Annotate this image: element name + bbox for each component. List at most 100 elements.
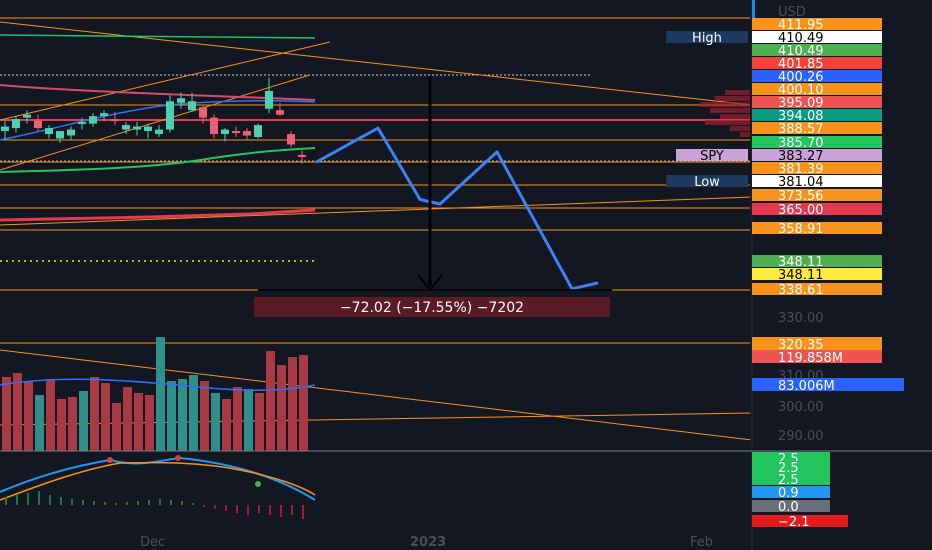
macd-histogram-bar — [159, 499, 161, 505]
time-label-2023: 2023 — [410, 535, 446, 550]
time-axis[interactable]: Dec 2023 Feb — [140, 535, 713, 550]
lower-tick-300: 300.00 — [778, 400, 824, 415]
volume-bar — [277, 365, 286, 451]
macd-histogram-bar — [258, 505, 260, 513]
indicator-label-text: 2.5 — [778, 473, 799, 488]
candle-body — [243, 131, 251, 136]
candle-body — [1, 126, 9, 132]
price-label-badge — [752, 136, 882, 148]
volume-label-text: 83.006M — [778, 379, 835, 394]
macd-histogram-bar — [236, 505, 238, 513]
candle-body — [276, 110, 284, 115]
time-label-dec: Dec — [140, 535, 165, 550]
candle-body — [56, 131, 64, 139]
price-label-badge — [752, 57, 882, 69]
macd-histogram-bar — [302, 505, 304, 519]
candle-body — [188, 101, 196, 111]
price-label-text: 395.09 — [778, 96, 824, 111]
volume-bar — [156, 337, 165, 451]
price-label-badge — [752, 255, 882, 267]
price-label-badge — [752, 268, 882, 280]
volume-bar — [57, 399, 66, 451]
volume-bar — [200, 381, 209, 451]
volume-profile-bar — [740, 132, 750, 137]
volume-bar — [266, 351, 275, 451]
price-label-text: 394.08 — [778, 109, 824, 124]
macd-histogram-bar — [71, 499, 73, 505]
price-tag-badge — [666, 31, 748, 43]
indicator-label-badge — [752, 515, 848, 527]
price-label-badge — [752, 122, 882, 134]
candle-body — [133, 126, 141, 130]
candle-body — [67, 129, 75, 136]
indicator-label-text: −2.1 — [778, 515, 810, 530]
price-label-badge — [752, 96, 882, 108]
volume-bar — [255, 393, 264, 451]
macd-histogram-bar — [60, 497, 62, 505]
price-label-text: 338.61 — [778, 283, 824, 298]
candle-body — [23, 114, 31, 118]
indicator-label-text: 2.5 — [778, 461, 799, 476]
macd-histogram-bar — [5, 497, 7, 505]
indicator-label-badge — [752, 461, 830, 473]
indicator-label-badge — [752, 473, 830, 485]
volume-bar — [2, 377, 11, 451]
volume-bar — [46, 379, 55, 451]
volume-bar — [178, 379, 187, 451]
candle-body — [45, 128, 53, 135]
price-label-text: 401.85 — [778, 57, 824, 72]
price-label-text: 365.00 — [778, 203, 824, 218]
macd-histogram-bar — [203, 505, 205, 507]
price-label-badge — [752, 83, 882, 95]
volume-bar — [222, 399, 231, 451]
macd-histogram-bar — [38, 491, 40, 505]
price-tag-text: SPY — [700, 149, 724, 164]
macd-histogram-bar — [192, 503, 194, 505]
candlestick-series — [1, 77, 306, 164]
price-label-text: 381.39 — [778, 162, 824, 177]
volume-label-text: 119.858M — [778, 351, 843, 366]
volume-profile-bar — [725, 90, 750, 95]
macd-histogram-bar — [93, 501, 95, 505]
measure-arrow[interactable] — [258, 76, 612, 292]
candle-body — [287, 134, 295, 145]
price-label-text: 400.26 — [778, 70, 824, 85]
candle-body — [254, 125, 262, 138]
price-label-text: 400.10 — [778, 83, 824, 98]
candle-body — [12, 119, 20, 129]
price-projection-path[interactable] — [315, 126, 599, 291]
volume-bar — [288, 357, 297, 451]
candle-body — [177, 98, 185, 103]
price-tag-badge — [676, 149, 748, 161]
projection-line[interactable] — [315, 126, 599, 291]
volume-bar — [101, 383, 110, 451]
volume-bar — [167, 381, 176, 451]
trend-line-up[interactable] — [0, 41, 331, 121]
price-label-badge — [752, 31, 882, 43]
macd-histogram-bar — [181, 501, 183, 505]
price-label-text: 348.11 — [778, 268, 824, 283]
volume-trend-down[interactable] — [0, 349, 753, 441]
macd-histogram-bar — [27, 493, 29, 505]
price-label-text: 411.95 — [778, 18, 824, 33]
candle-body — [210, 117, 218, 135]
candle-body — [89, 116, 97, 124]
trend-line-flat[interactable] — [0, 196, 753, 226]
volume-profile-bar — [700, 102, 750, 107]
macd-histogram-bar — [170, 500, 172, 505]
price-label-text: 385.70 — [778, 136, 824, 151]
price-label-text: 381.04 — [778, 175, 824, 190]
price-label-badge — [752, 222, 882, 234]
volume-bar — [189, 375, 198, 451]
volume-bar — [233, 387, 242, 451]
price-label-text: 410.49 — [778, 44, 824, 59]
indicator-label-badge — [752, 486, 830, 498]
volume-profile-bar — [730, 126, 750, 131]
price-label-badge — [752, 203, 882, 215]
currency-label: USD — [778, 5, 806, 20]
time-label-feb: Feb — [690, 535, 713, 550]
candle-body — [155, 129, 163, 135]
volume-bar — [13, 373, 22, 451]
trend-line-up-lower[interactable] — [0, 74, 311, 171]
